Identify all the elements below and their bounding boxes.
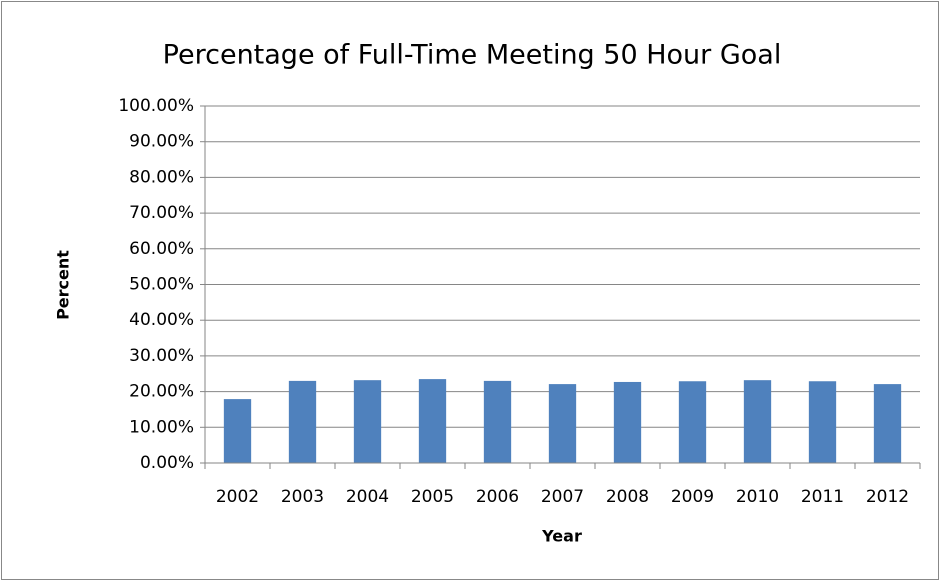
y-tick-label: 90.00% <box>129 132 194 152</box>
y-tick-label: 80.00% <box>129 167 194 187</box>
x-tick-label: 2011 <box>801 487 844 507</box>
bar <box>808 381 837 463</box>
y-tick-label: 20.00% <box>129 382 194 402</box>
x-tick-label: 2004 <box>346 487 389 507</box>
y-tick-label: 30.00% <box>129 346 194 366</box>
x-tick-label: 2002 <box>216 487 259 507</box>
x-tick-label: 2007 <box>541 487 584 507</box>
y-tick-label: 10.00% <box>129 417 194 437</box>
bar <box>483 380 512 463</box>
bar <box>353 380 382 463</box>
x-tick-label: 2010 <box>736 487 779 507</box>
y-tick-label: 0.00% <box>140 453 194 473</box>
chart-title: Percentage of Full-Time Meeting 50 Hour … <box>163 40 782 71</box>
bar <box>678 381 707 463</box>
bar <box>418 379 447 463</box>
y-tick-label: 40.00% <box>129 310 194 330</box>
bar <box>873 384 902 463</box>
y-tick-label: 50.00% <box>129 275 194 295</box>
y-tick-label: 100.00% <box>118 96 194 116</box>
x-tick-label: 2008 <box>606 487 649 507</box>
x-tick-label: 2005 <box>411 487 454 507</box>
x-tick-label: 2006 <box>476 487 519 507</box>
x-tick-label: 2009 <box>671 487 714 507</box>
bar <box>613 381 642 463</box>
bar <box>288 380 317 463</box>
x-tick-label: 2012 <box>866 487 909 507</box>
bar <box>548 384 577 463</box>
y-tick-label: 70.00% <box>129 203 194 223</box>
bar <box>223 399 252 463</box>
y-tick-label: 60.00% <box>129 239 194 259</box>
x-axis-label: Year <box>541 527 582 546</box>
x-tick-label: 2003 <box>281 487 324 507</box>
y-axis-label: Percent <box>54 250 73 320</box>
bar <box>743 380 772 463</box>
